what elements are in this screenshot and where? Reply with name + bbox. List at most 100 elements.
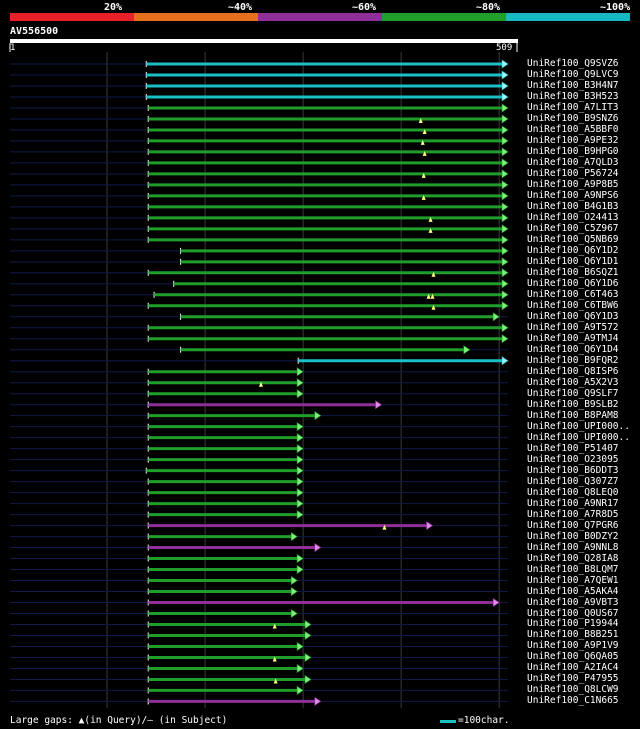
hit-arrowhead — [296, 367, 304, 377]
hit-label[interactable]: UniRef100_A9TMJ4 — [527, 332, 619, 344]
hit-label[interactable]: UniRef100_A7R8D5 — [527, 508, 619, 520]
query-start: 1 — [10, 43, 16, 53]
hit-label[interactable]: UniRef100_B8PAM8 — [527, 409, 619, 421]
hit-label[interactable]: UniRef100_UPI000.. — [527, 431, 630, 443]
legend-label: ~100% — [600, 2, 631, 13]
hit-label[interactable]: UniRef100_Q8LEQ0 — [527, 486, 619, 498]
hit-label[interactable]: UniRef100_P47955 — [527, 673, 619, 685]
hit-label[interactable]: UniRef100_B4G1B3 — [527, 200, 619, 212]
hit-label[interactable]: UniRef100_A9NR17 — [527, 497, 619, 509]
hit-label[interactable]: UniRef100_Q307Z7 — [527, 475, 619, 487]
legend-label: ~40% — [228, 2, 253, 13]
hit-label[interactable]: UniRef100_Q9LVC9 — [527, 68, 619, 80]
hit-arrowhead — [501, 92, 509, 102]
hit-label[interactable]: UniRef100_B6SQZ1 — [527, 266, 619, 278]
hit-label[interactable]: UniRef100_Q6Y1D1 — [527, 255, 619, 267]
hit-label[interactable]: UniRef100_B8B251 — [527, 629, 619, 641]
hit-arrowhead — [296, 455, 304, 465]
hit-arrowhead — [501, 191, 509, 201]
hit-label[interactable]: UniRef100_A5X2V3 — [527, 376, 619, 388]
hit-label[interactable]: UniRef100_B9HPG0 — [527, 145, 619, 157]
hit-arrowhead — [304, 652, 312, 663]
hit-label[interactable]: UniRef100_Q9SLF7 — [527, 387, 619, 399]
query-gap-marker — [272, 656, 277, 662]
hit-arrowhead — [296, 663, 304, 674]
hit-arrowhead — [314, 542, 322, 553]
hit-label[interactable]: UniRef100_B3H4N7 — [527, 79, 619, 91]
hit-arrowhead — [296, 499, 304, 509]
hit-label[interactable]: UniRef100_Q0US67 — [527, 607, 619, 619]
query-gap-marker — [258, 381, 263, 387]
hit-label[interactable]: UniRef100_A9PE32 — [527, 134, 619, 146]
hit-label[interactable]: UniRef100_Q28IA8 — [527, 552, 619, 564]
hit-label[interactable]: UniRef100_A2IAC4 — [527, 662, 619, 674]
hit-label[interactable]: UniRef100_A9P1V9 — [527, 640, 619, 652]
hit-label[interactable]: UniRef100_Q9SVZ6 — [527, 58, 619, 69]
hit-arrowhead — [296, 488, 304, 498]
hit-label[interactable]: UniRef100_A9T572 — [527, 321, 619, 333]
hit-label[interactable]: UniRef100_Q6QA05 — [527, 651, 619, 663]
query-gap-marker — [273, 678, 278, 684]
query-id: AV556500 — [10, 26, 59, 37]
query-gap-marker — [421, 194, 426, 200]
hit-arrowhead — [501, 356, 509, 366]
hit-arrowhead — [296, 553, 304, 564]
hit-label[interactable]: UniRef100_A9NPS6 — [527, 189, 619, 201]
gap-legend: Large gaps: ▲(in Query)/— (in Subject) — [10, 715, 228, 726]
hit-label[interactable]: UniRef100_B0DZY2 — [527, 530, 619, 542]
hit-arrowhead — [296, 444, 304, 454]
hit-label[interactable]: UniRef100_B6DDT3 — [527, 464, 619, 476]
hit-arrowhead — [304, 674, 312, 685]
hit-label[interactable]: UniRef100_A9NNL8 — [527, 541, 619, 553]
legend-label: 20% — [104, 2, 123, 13]
hit-label[interactable]: UniRef100_Q6Y1D2 — [527, 244, 619, 256]
hit-label[interactable]: UniRef100_A7QEW1 — [527, 574, 619, 586]
hit-label[interactable]: UniRef100_P51407 — [527, 442, 619, 454]
hit-label[interactable]: UniRef100_B9SNZ6 — [527, 112, 619, 124]
hit-label[interactable]: UniRef100_C1N665 — [527, 695, 619, 707]
hit-label[interactable]: UniRef100_A7QLD3 — [527, 156, 619, 168]
hit-arrowhead — [290, 532, 298, 542]
hit-label[interactable]: UniRef100_B8LQM7 — [527, 563, 619, 575]
hit-label[interactable]: UniRef100_UPI000.. — [527, 420, 630, 432]
hit-label[interactable]: UniRef100_O23095 — [527, 453, 619, 465]
hit-label[interactable]: UniRef100_B3H523 — [527, 90, 619, 102]
hit-label[interactable]: UniRef100_Q7PGR6 — [527, 519, 619, 531]
hit-label[interactable]: UniRef100_Q6Y1D6 — [527, 277, 619, 289]
hit-label[interactable]: UniRef100_Q8LCW9 — [527, 684, 619, 696]
scale-bar — [440, 720, 456, 723]
legend-segment — [258, 13, 382, 21]
hit-label[interactable]: UniRef100_P19944 — [527, 618, 619, 630]
hit-label[interactable]: UniRef100_Q5NB69 — [527, 233, 619, 245]
hit-label[interactable]: UniRef100_A9P8B5 — [527, 178, 619, 190]
hit-label[interactable]: UniRef100_Q6Y1D4 — [527, 343, 619, 355]
legend-segment — [382, 13, 506, 21]
hit-label[interactable]: UniRef100_B9SLB2 — [527, 398, 619, 410]
hit-arrowhead — [501, 246, 509, 256]
hit-label[interactable]: UniRef100_A5BBF0 — [527, 123, 619, 135]
query-gap-marker — [422, 150, 427, 156]
hit-arrowhead — [296, 685, 304, 695]
hit-arrowhead — [304, 630, 312, 641]
hit-arrowhead — [501, 323, 509, 333]
hit-label[interactable]: UniRef100_C6T463 — [527, 288, 619, 300]
query-end: 509 — [496, 43, 513, 53]
hit-label[interactable]: UniRef100_A7LIT3 — [527, 101, 619, 113]
hit-arrowhead — [501, 169, 509, 179]
hit-label[interactable]: UniRef100_C6TBW6 — [527, 299, 619, 311]
hit-label[interactable]: UniRef100_A5AKA4 — [527, 585, 619, 597]
hit-label[interactable]: UniRef100_A9VBT3 — [527, 596, 619, 608]
hit-label[interactable]: UniRef100_B9FQR2 — [527, 354, 619, 366]
hit-label[interactable]: UniRef100_Q8ISP6 — [527, 365, 619, 377]
hit-arrowhead — [501, 235, 509, 245]
hit-label[interactable]: UniRef100_O24413 — [527, 211, 619, 223]
hit-label[interactable]: UniRef100_C5Z967 — [527, 222, 619, 234]
legend-label: ~60% — [352, 2, 377, 13]
hit-arrowhead — [501, 147, 509, 157]
hit-arrowhead — [296, 510, 304, 520]
identity-color-legend — [10, 13, 630, 21]
hit-label[interactable]: UniRef100_P56724 — [527, 167, 619, 179]
hit-label[interactable]: UniRef100_Q6Y1D3 — [527, 310, 619, 322]
hit-arrowhead — [375, 400, 383, 410]
